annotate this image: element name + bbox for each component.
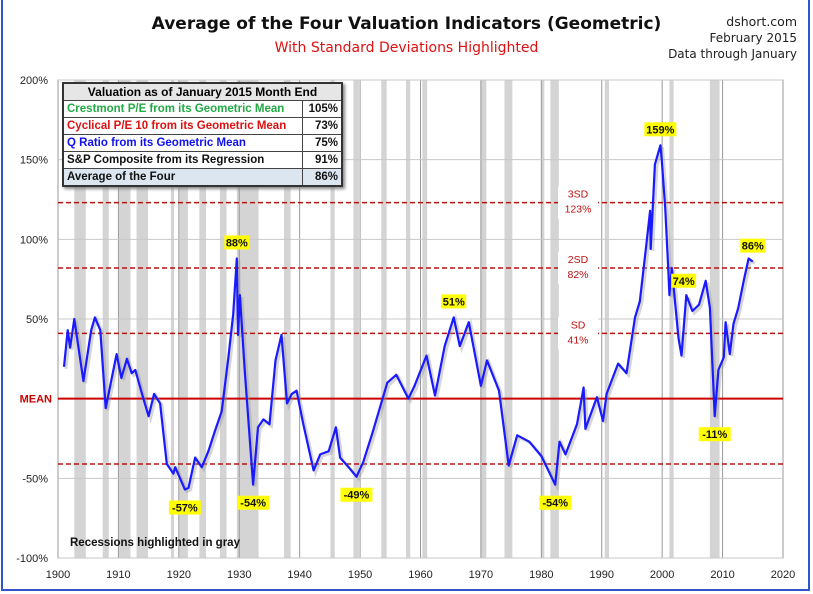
x-tick-label: 1940 — [287, 569, 311, 581]
x-tick-label: 1990 — [590, 569, 614, 581]
annotation-bg — [340, 487, 373, 502]
annotation-bg — [237, 495, 270, 510]
row-value: 91% — [302, 151, 343, 169]
annotation-label: -11% — [702, 429, 727, 441]
x-tick-label: 1900 — [46, 569, 70, 581]
x-tick-label: 1920 — [167, 569, 191, 581]
chart-subtitle: With Standard Deviations Highlighted — [274, 40, 539, 56]
y-tick-label: 100% — [20, 234, 48, 246]
sd-label: 2SD — [568, 254, 589, 266]
row-value: 73% — [302, 117, 343, 135]
row-label: Average of the Four — [62, 168, 303, 187]
sd-value-label: 123% — [565, 204, 592, 216]
recession-note: Recessions highlighted in gray — [70, 537, 240, 549]
y-tick-label: MEAN — [20, 394, 52, 406]
row-value: 75% — [302, 134, 343, 152]
annotation-bg — [671, 273, 697, 288]
x-tick-label: 2010 — [710, 569, 734, 581]
row-value: 86% — [302, 168, 343, 187]
x-tick-label: 1980 — [529, 569, 553, 581]
annotation-bg — [224, 235, 250, 250]
y-tick-label: 200% — [20, 75, 48, 87]
sd-value-label: 41% — [567, 334, 588, 346]
table-row: Cyclical P/E 10 from its Geometric Mean 7… — [62, 117, 343, 135]
annotation-label: 51% — [443, 296, 465, 308]
x-tick-label: 2000 — [650, 569, 674, 581]
annotation-label: 86% — [742, 241, 764, 253]
y-tick-label: 150% — [20, 155, 48, 167]
x-tick-label: 1950 — [348, 569, 372, 581]
source-block: dshort.com February 2015 Data through Ja… — [668, 14, 797, 62]
annotation-label: -57% — [172, 502, 198, 514]
source-data-through: Data through January — [668, 47, 797, 61]
series-line — [62, 144, 754, 491]
annotation-label: 88% — [226, 237, 248, 249]
y-tick-label: 50% — [26, 314, 48, 326]
annotation-label: 74% — [673, 276, 695, 288]
sd-label: 3SD — [568, 189, 589, 201]
sd-label: SD — [571, 319, 586, 331]
source-site: dshort.com — [726, 14, 797, 29]
x-tick-label: 1930 — [227, 569, 251, 581]
row-value: 105% — [302, 100, 343, 118]
row-label: Cyclical P/E 10 from its Geometric Mean — [62, 117, 303, 135]
y-tick-label: -100% — [16, 553, 48, 565]
x-tick-label: 2020 — [771, 569, 795, 581]
annotation-label: -54% — [240, 498, 266, 510]
annotation-label: -49% — [344, 490, 370, 502]
table-title: Valuation as of January 2015 Month End — [62, 82, 343, 101]
y-tick-label: -50% — [22, 473, 48, 485]
table-row: Q Ratio from its Geometric Mean 75% — [62, 134, 343, 152]
annotation-label: -54% — [542, 498, 568, 510]
x-tick-label: 1960 — [408, 569, 432, 581]
annotation-bg — [539, 495, 572, 510]
x-tick-label: 1910 — [106, 569, 130, 581]
sd-label-bg — [558, 252, 598, 285]
sd-label-bg — [558, 317, 598, 350]
annotation-label: 159% — [646, 124, 674, 136]
source-date: February 2015 — [709, 31, 797, 45]
annotation-bg — [441, 294, 467, 309]
table-row: S&P Composite from its Regression 91% — [62, 151, 343, 169]
table-row: Crestmont P/E from its Geometric Mean 105… — [62, 100, 343, 118]
row-label: Q Ratio from its Geometric Mean — [62, 134, 303, 152]
row-label: S&P Composite from its Regression — [62, 151, 303, 169]
chart-title: Average of the Four Valuation Indicators… — [151, 14, 662, 34]
annotation-bg — [740, 238, 766, 253]
row-label: Crestmont P/E from its Geometric Mean — [62, 100, 303, 118]
sd-value-label: 82% — [567, 269, 588, 281]
annotation-bg — [168, 500, 201, 515]
annotation-bg — [644, 122, 677, 137]
table-row-average: Average of the Four 86% — [62, 168, 343, 187]
x-tick-label: 1970 — [469, 569, 493, 581]
annotation-bg — [698, 427, 731, 442]
valuation-table: Valuation as of January 2015 Month End C… — [62, 82, 343, 187]
sd-label-bg — [558, 186, 598, 219]
